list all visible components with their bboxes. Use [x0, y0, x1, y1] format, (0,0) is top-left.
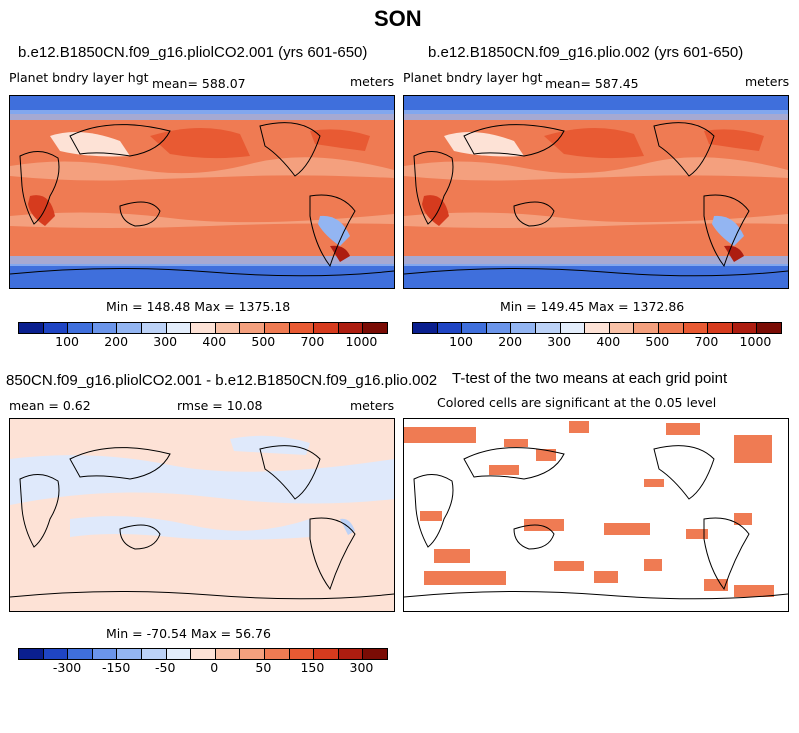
colorbar-swatch [68, 649, 93, 659]
colorbar-swatch [264, 323, 290, 333]
colorbar-swatch [166, 649, 192, 659]
top-left-units-label: meters [350, 74, 395, 89]
colorbar-tick-label: 400 [596, 334, 621, 349]
colorbar-swatch [92, 323, 118, 333]
colorbar-swatch [363, 649, 387, 659]
colorbar-swatch [338, 649, 364, 659]
top-left-mean-label: mean= 588.07 [152, 76, 246, 91]
colorbar-tick-label: 100 [449, 334, 473, 349]
bottom-right-map [403, 418, 789, 612]
colorbar-swatch [19, 649, 44, 659]
colorbar-tick-label: 300 [547, 334, 572, 349]
top-right-map [403, 95, 789, 289]
colorbar-tick-label: 50 [255, 660, 272, 675]
colorbar-swatch [683, 323, 709, 333]
colorbar-swatch [141, 649, 167, 659]
bottom-left-minmax-label: Min = -70.54 Max = 56.76 [106, 626, 271, 641]
colorbar-swatch [413, 323, 438, 333]
bottom-right-map-field [404, 419, 788, 611]
colorbar-swatch [609, 323, 635, 333]
bottom-left-mean-label: mean = 0.62 [9, 398, 91, 413]
colorbar-swatch [732, 323, 758, 333]
colorbar-tick-label: -150 [101, 660, 131, 675]
colorbar-tick-label: 1000 [345, 334, 378, 349]
colorbar-swatch [166, 323, 192, 333]
colorbar-swatch [117, 649, 142, 659]
colorbar-swatch [289, 323, 315, 333]
colorbar-swatch [708, 323, 733, 333]
colorbar-swatch [215, 323, 241, 333]
colorbar-tick-label: 300 [349, 660, 374, 675]
colorbar-swatch [43, 649, 69, 659]
colorbar-swatch [117, 323, 142, 333]
colorbar-swatch [141, 323, 167, 333]
top-right-map-field [404, 96, 788, 288]
colorbar-tick-label: 200 [498, 334, 523, 349]
top-left-colorbar [18, 322, 388, 334]
colorbar-swatch [634, 323, 659, 333]
colorbar-tick-label: 400 [202, 334, 227, 349]
colorbar-swatch [43, 323, 69, 333]
top-right-units-label: meters [745, 74, 790, 89]
figure-title: SON [374, 6, 422, 31]
colorbar-swatch [363, 323, 387, 333]
colorbar-tick-label: 150 [300, 660, 325, 675]
colorbar-tick-label: 500 [251, 334, 276, 349]
colorbar-swatch [92, 649, 118, 659]
colorbar-swatch [191, 323, 216, 333]
colorbar-swatch [486, 323, 512, 333]
colorbar-tick-label: 700 [300, 334, 325, 349]
bottom-right-subtitle: Colored cells are significant at the 0.0… [437, 395, 717, 410]
bottom-left-rmse-label: rmse = 10.08 [177, 398, 263, 413]
top-right-panel-title: b.e12.B1850CN.f09_g16.plio.002 (yrs 601-… [428, 44, 744, 61]
colorbar-swatch [560, 323, 586, 333]
bottom-right-panel-title: T-test of the two means at each grid poi… [452, 370, 728, 387]
colorbar-swatch [191, 649, 216, 659]
colorbar-swatch [658, 323, 684, 333]
colorbar-swatch [314, 649, 339, 659]
colorbar-swatch [314, 323, 339, 333]
colorbar-tick-label: 700 [694, 334, 719, 349]
colorbar-swatch [511, 323, 536, 333]
colorbar-swatch [535, 323, 561, 333]
bottom-left-units-label: meters [350, 398, 395, 413]
top-right-minmax-label: Min = 149.45 Max = 1372.86 [500, 299, 685, 314]
colorbar-tick-label: 100 [55, 334, 79, 349]
colorbar-swatch [289, 649, 315, 659]
colorbar-tick-label: 1000 [739, 334, 772, 349]
bottom-left-colorbar [18, 648, 388, 660]
top-right-mean-label: mean= 587.45 [545, 76, 639, 91]
top-right-colorbar [412, 322, 782, 334]
colorbar-tick-label: -300 [52, 660, 82, 675]
colorbar-swatch [338, 323, 364, 333]
top-left-panel-title: b.e12.B1850CN.f09_g16.pliolCO2.001 (yrs … [18, 44, 368, 61]
colorbar-swatch [437, 323, 463, 333]
colorbar-swatch [264, 649, 290, 659]
top-left-map [9, 95, 395, 289]
colorbar-swatch [462, 323, 487, 333]
colorbar-tick-label: 500 [645, 334, 670, 349]
colorbar-swatch [215, 649, 241, 659]
colorbar-tick-label: 300 [153, 334, 178, 349]
colorbar-swatch [240, 649, 265, 659]
top-left-variable-label: Planet bndry layer hgt [9, 70, 149, 85]
colorbar-swatch [240, 323, 265, 333]
colorbar-tick-label: -50 [154, 660, 176, 675]
bottom-left-map-field [10, 419, 394, 611]
top-right-variable-label: Planet bndry layer hgt [403, 70, 543, 85]
top-left-minmax-label: Min = 148.48 Max = 1375.18 [106, 299, 291, 314]
colorbar-tick-label: 0 [210, 660, 219, 675]
top-left-map-field [10, 96, 394, 288]
bottom-left-panel-title: 850CN.f09_g16.pliolCO2.001 - b.e12.B1850… [6, 372, 438, 389]
colorbar-swatch [68, 323, 93, 333]
colorbar-swatch [585, 323, 610, 333]
colorbar-tick-label: 200 [104, 334, 129, 349]
colorbar-swatch [19, 323, 44, 333]
colorbar-swatch [757, 323, 781, 333]
bottom-left-map [9, 418, 395, 612]
